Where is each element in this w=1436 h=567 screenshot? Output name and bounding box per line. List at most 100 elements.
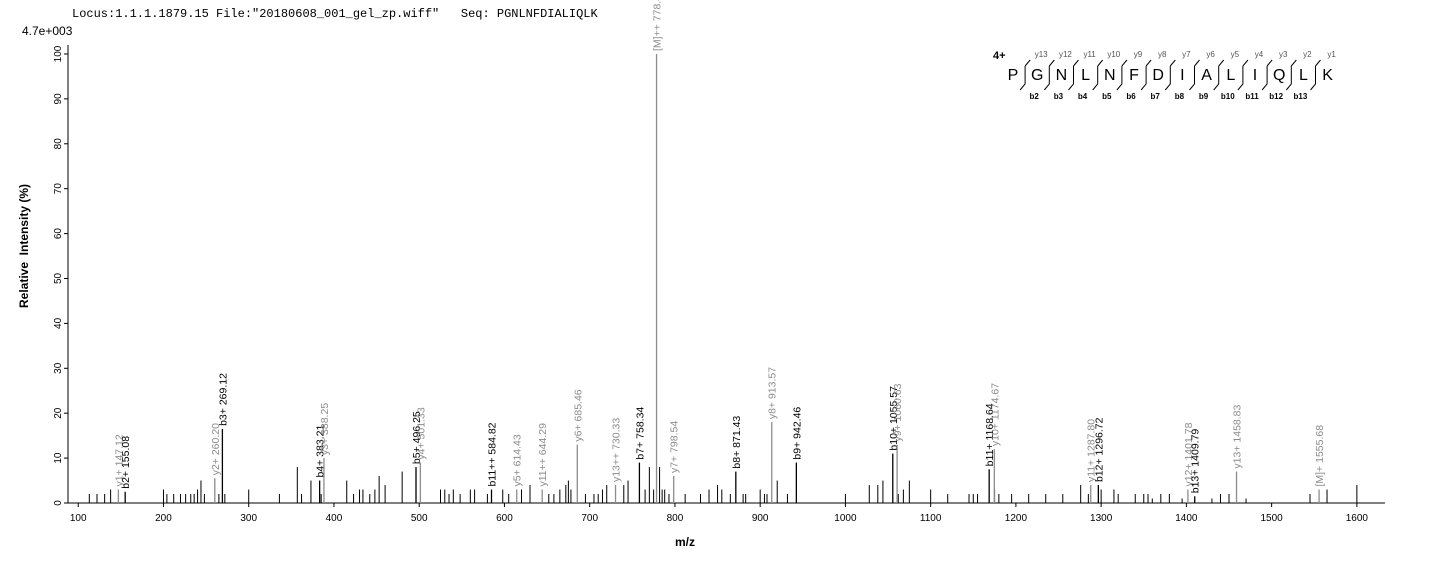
residue: I	[1180, 67, 1184, 84]
residue: G	[1031, 67, 1043, 84]
b-ion-label: b6	[1126, 92, 1136, 101]
x-tick-label: 1400	[1175, 513, 1198, 524]
residue: N	[1056, 67, 1068, 84]
residue: L	[1299, 67, 1308, 84]
y-ion-label: y8	[1158, 50, 1167, 59]
x-tick-label: 1300	[1090, 513, 1113, 524]
y-ion-label: y2	[1303, 50, 1312, 59]
y-ion-label: y6	[1206, 50, 1215, 59]
y-ion-label: y4	[1255, 50, 1264, 59]
peak-label: y6+ 685.46	[572, 389, 584, 441]
peak-label: y7+ 798.54	[669, 421, 681, 473]
peak-label: [M]+ 1555.68	[1314, 425, 1326, 487]
b-ion-label: b2	[1030, 92, 1040, 101]
x-tick-label: 900	[752, 513, 769, 524]
y-tick-label: 60	[53, 228, 64, 240]
peak-label: y13+ 1458.83	[1232, 404, 1244, 468]
x-tick-label: 800	[667, 513, 684, 524]
scale-label: 4.7e+003	[22, 24, 73, 38]
peak-label: y13++ 730.33	[611, 418, 623, 482]
y-tick-label: 30	[53, 362, 64, 374]
y-tick-label: 70	[53, 183, 64, 195]
x-tick-label: 700	[581, 513, 598, 524]
y-ion-label: y12	[1059, 50, 1072, 59]
y-tick-label: 90	[53, 93, 64, 105]
fragment-bracket	[1019, 59, 1031, 91]
peak-label: b13+ 1409.79	[1190, 429, 1202, 494]
y-tick-label: 20	[53, 407, 64, 419]
residue: P	[1008, 67, 1019, 84]
x-tick-label: 200	[155, 513, 172, 524]
residue: N	[1104, 67, 1116, 84]
b-ion-label: b11	[1245, 92, 1259, 101]
x-tick-label: 1500	[1261, 513, 1284, 524]
y-tick-label: 40	[53, 317, 64, 329]
x-tick-label: 1200	[1005, 513, 1028, 524]
peak-label: y8+ 913.57	[767, 367, 779, 419]
y-ion-label: y13	[1035, 50, 1048, 59]
y-axis-label: Relative Intensity (%)	[17, 184, 31, 308]
fragment-bracket	[1237, 59, 1249, 91]
x-tick-label: 500	[411, 513, 428, 524]
residue: I	[1253, 67, 1257, 84]
peak-label: y5+ 614.43	[512, 434, 524, 486]
fragment-bracket	[1068, 59, 1079, 91]
residue: L	[1226, 67, 1235, 84]
x-axis-label: m/z	[675, 535, 695, 549]
peak-label: y12+ 1401.78	[1183, 422, 1195, 486]
fragment-bracket	[1213, 59, 1225, 91]
b-ion-label: b9	[1199, 92, 1209, 101]
x-tick-label: 300	[240, 513, 257, 524]
fragment-bracket	[1310, 59, 1321, 91]
fragment-bracket	[1116, 59, 1128, 91]
peak-label: b5+ 496.25	[411, 411, 423, 464]
fragment-bracket	[1285, 59, 1297, 91]
b-ion-label: b12	[1269, 92, 1283, 101]
peak-label: y2+ 260.20	[210, 423, 222, 475]
b-ion-label: b7	[1151, 92, 1161, 101]
peak-label: y10+ 1174.67	[989, 383, 1001, 446]
y-ion-label: y5	[1231, 50, 1240, 59]
y-ion-label: y7	[1182, 50, 1191, 59]
y-ion-label: y10	[1107, 50, 1120, 59]
peak-label: y11+ 1287.80	[1086, 419, 1098, 482]
header: Locus:1.1.1.1879.15 File:"20180608_001_g…	[72, 7, 598, 21]
y-tick-label: 80	[53, 138, 64, 150]
b-ion-label: b13	[1294, 92, 1308, 101]
peak-label: b8+ 871.43	[731, 416, 743, 469]
fragment-bracket	[1261, 59, 1273, 91]
peak-label: y11++ 644.29	[537, 423, 549, 487]
b-ion-label: b4	[1078, 92, 1088, 101]
peak-label: y9+ 1060.63	[892, 383, 904, 441]
peak-label: y3+ 388.25	[319, 403, 331, 455]
charge-label: 4+	[993, 50, 1006, 62]
residue: L	[1081, 67, 1090, 84]
y-ion-label: y9	[1134, 50, 1143, 59]
x-tick-label: 1000	[834, 513, 857, 524]
fragment-bracket	[1189, 59, 1200, 91]
peak-label: b11++ 584.82	[487, 422, 499, 486]
x-tick-label: 600	[496, 513, 513, 524]
x-tick-label: 100	[70, 513, 87, 524]
peak-label: b9+ 942.46	[791, 407, 803, 460]
peak-label: b2+ 155.08	[120, 436, 132, 489]
peak-label: b12+ 1296.72	[1093, 417, 1105, 482]
fragment-bracket	[1164, 59, 1176, 91]
residue: K	[1322, 67, 1333, 84]
y-ion-label: y11	[1083, 50, 1096, 59]
y-tick-label: 100	[53, 45, 64, 62]
fragment-bracket	[1140, 59, 1152, 91]
residue: D	[1152, 67, 1164, 84]
y-ion-label: y3	[1279, 50, 1288, 59]
peak-label: b3+ 269.12	[217, 373, 229, 426]
b-ion-label: b5	[1102, 92, 1112, 101]
b-ion-label: b10	[1221, 92, 1235, 101]
peak-label: b11+ 1168.64	[984, 403, 996, 466]
x-tick-label: 400	[326, 513, 343, 524]
peak-label: y1+ 147.12	[113, 434, 125, 486]
residue: F	[1129, 67, 1139, 84]
fragment-bracket	[1092, 59, 1104, 91]
y-ion-label: y1	[1327, 50, 1336, 59]
